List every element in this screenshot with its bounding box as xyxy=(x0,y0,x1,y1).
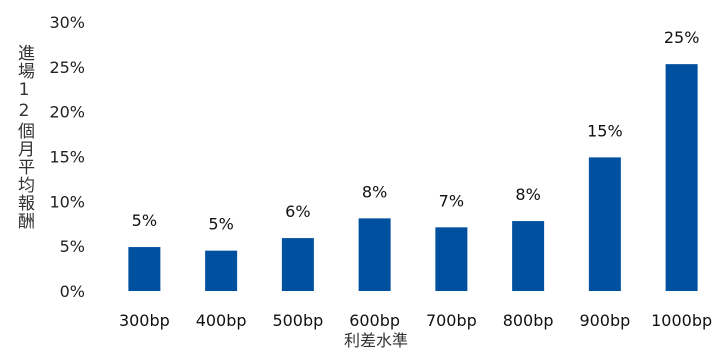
bar-400bp xyxy=(205,250,238,291)
data-label: 6% xyxy=(285,202,310,221)
y-axis-ticks: 0% 5% 10% 15% 20% 25% 30% xyxy=(49,13,85,301)
y-axis-title: 進場12個月平均報酬 xyxy=(14,44,34,230)
bars xyxy=(128,64,698,291)
x-tick-label: 1000bp xyxy=(651,311,712,330)
bar-300bp xyxy=(128,247,161,291)
data-label: 25% xyxy=(664,28,700,47)
bar-500bp xyxy=(281,238,314,291)
y-tick-label: 5% xyxy=(60,237,85,256)
y-tick-label: 15% xyxy=(49,148,85,167)
y-tick-label: 25% xyxy=(49,58,85,77)
data-labels: 5% 5% 6% 8% 7% 8% 15% 25% xyxy=(132,28,700,234)
y-tick-label: 20% xyxy=(49,103,85,122)
y-tick-label: 0% xyxy=(60,282,85,301)
x-tick-label: 800bp xyxy=(503,311,554,330)
data-label: 8% xyxy=(362,182,387,201)
x-tick-label: 600bp xyxy=(349,311,400,330)
bar-900bp xyxy=(588,157,621,291)
x-tick-label: 300bp xyxy=(119,311,170,330)
bar-600bp xyxy=(358,218,391,291)
bar-800bp xyxy=(512,221,545,291)
data-label: 5% xyxy=(132,211,157,230)
data-label: 5% xyxy=(208,215,233,234)
data-label: 8% xyxy=(515,185,540,204)
y-tick-label: 10% xyxy=(49,192,85,211)
x-axis-ticks: 300bp 400bp 500bp 600bp 700bp 800bp 900bp 1000b… xyxy=(119,311,712,330)
bar-700bp xyxy=(435,227,468,291)
x-tick-label: 400bp xyxy=(196,311,247,330)
data-label: 15% xyxy=(587,121,623,140)
x-tick-label: 900bp xyxy=(579,311,630,330)
data-label: 7% xyxy=(439,191,464,210)
x-tick-label: 700bp xyxy=(426,311,477,330)
y-tick-label: 30% xyxy=(49,13,85,32)
x-axis-title: 利差水準 xyxy=(344,331,408,350)
x-tick-label: 500bp xyxy=(272,311,323,330)
bar-1000bp xyxy=(665,64,698,291)
